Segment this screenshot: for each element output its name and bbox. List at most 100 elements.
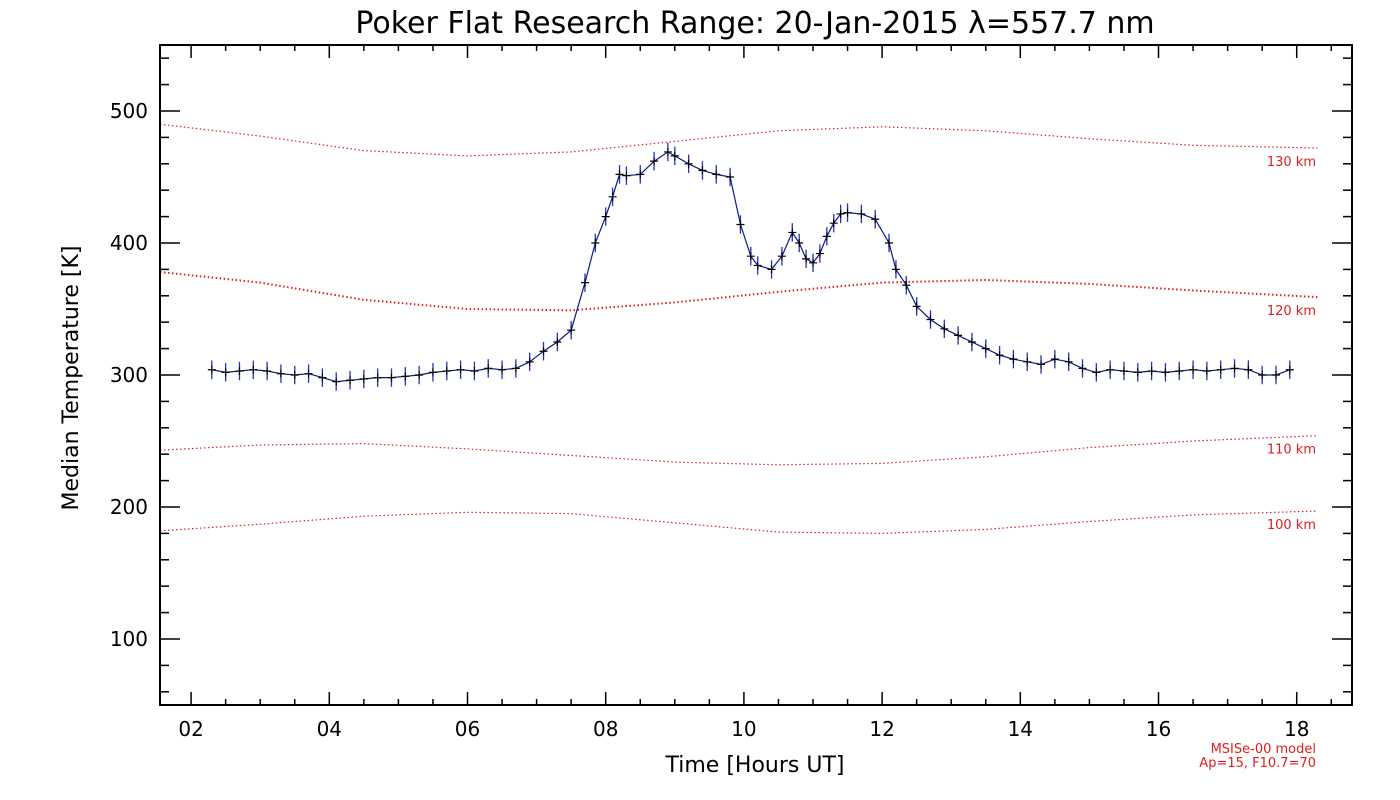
data-point <box>902 281 911 290</box>
y-tick-label: 500 <box>110 99 148 123</box>
data-point <box>1161 368 1170 377</box>
data-point <box>802 254 811 263</box>
x-tick-label: 18 <box>1284 717 1309 741</box>
data-point <box>967 338 976 346</box>
data-point <box>1133 368 1142 377</box>
data-point <box>1258 371 1267 379</box>
data-point <box>829 219 838 228</box>
data-point <box>926 315 935 324</box>
data-point <box>726 173 735 181</box>
x-tick-label: 08 <box>593 717 618 741</box>
data-point <box>276 369 285 378</box>
model-curve-label: 110 km <box>1267 443 1316 458</box>
data-point <box>415 371 424 379</box>
data-point <box>1009 355 1018 364</box>
data-point <box>1216 365 1225 374</box>
data-point <box>601 212 610 221</box>
data-point <box>221 368 230 377</box>
model-curve-120-km <box>159 271 1318 312</box>
data-point <box>207 365 216 374</box>
data-point <box>442 367 451 376</box>
data-point <box>753 261 762 270</box>
model-curves: 130 km 120 km 110 km 100 km <box>159 123 1318 535</box>
data-point <box>1244 365 1253 374</box>
data-point <box>871 215 880 224</box>
data-point <box>767 265 776 274</box>
y-tick-label: 300 <box>110 363 148 387</box>
model-curve-130-km <box>159 123 1318 157</box>
data-point <box>712 170 721 179</box>
data-point <box>940 324 949 333</box>
axis-ticks: 02 04 06 08 10 12 14 16 18 100 200 300 400 500 <box>110 45 1352 741</box>
data-point <box>995 351 1004 360</box>
data-point <box>235 367 244 376</box>
data-point <box>736 220 745 229</box>
model-note-line1: MSISe-00 model <box>1211 742 1316 757</box>
data-point <box>1064 357 1073 366</box>
data-point <box>912 302 921 311</box>
data-point <box>428 368 437 377</box>
model-note-line2: Ap=15, F10.7=70 <box>1199 756 1316 771</box>
model-curve-110-km <box>159 435 1318 466</box>
model-curve-label: 130 km <box>1267 155 1316 170</box>
y-tick-label: 200 <box>110 495 148 519</box>
data-point <box>815 249 824 258</box>
data-point <box>891 265 900 274</box>
y-tick-label: 400 <box>110 231 148 255</box>
x-axis-label: Time [Hours UT] <box>665 753 845 778</box>
data-point <box>498 365 507 374</box>
data-point <box>1106 365 1115 374</box>
data-point <box>636 170 645 179</box>
data-point <box>698 166 707 175</box>
data-point <box>249 365 258 374</box>
data-point <box>615 170 624 179</box>
data-point <box>456 365 465 374</box>
x-tick-label: 16 <box>1146 717 1171 741</box>
data-point <box>622 171 631 180</box>
x-tick-label: 04 <box>317 717 342 741</box>
data-point <box>318 373 327 382</box>
data-point <box>885 239 894 247</box>
data-point <box>663 147 672 156</box>
data-point <box>591 239 600 247</box>
data-point <box>401 372 410 381</box>
series-line <box>211 151 1291 383</box>
data-point <box>1271 371 1280 379</box>
model-curve-label: 100 km <box>1267 518 1316 533</box>
data-point <box>290 371 299 379</box>
data-point <box>822 232 831 241</box>
data-point <box>843 208 852 217</box>
data-point <box>387 373 396 382</box>
data-point <box>981 344 990 353</box>
data-point <box>1285 365 1294 374</box>
data-point <box>470 367 479 376</box>
data-point <box>359 374 368 383</box>
error-bars <box>211 142 1291 391</box>
data-point <box>525 357 534 366</box>
data-point <box>539 347 548 356</box>
data-point <box>795 239 804 247</box>
data-point <box>1037 360 1046 369</box>
y-axis-label: Median Temperature [K] <box>59 246 84 511</box>
data-point <box>332 377 341 386</box>
data-point <box>263 367 272 376</box>
data-series <box>207 147 1294 386</box>
data-point <box>346 376 355 385</box>
x-tick-label: 14 <box>1008 717 1033 741</box>
data-point <box>1147 367 1156 376</box>
data-point <box>511 364 520 373</box>
model-curve-label: 120 km <box>1267 304 1316 319</box>
data-point <box>809 258 818 267</box>
chart-title: Poker Flat Research Range: 20-Jan-2015 λ… <box>355 6 1154 41</box>
data-point <box>788 228 797 237</box>
data-point <box>836 209 845 218</box>
data-point <box>567 326 576 335</box>
data-point <box>650 157 659 166</box>
data-point <box>1230 364 1239 373</box>
data-point <box>373 373 382 382</box>
data-point <box>1092 368 1101 377</box>
data-point <box>608 192 617 201</box>
data-point <box>1119 367 1128 376</box>
data-point <box>1202 367 1211 376</box>
